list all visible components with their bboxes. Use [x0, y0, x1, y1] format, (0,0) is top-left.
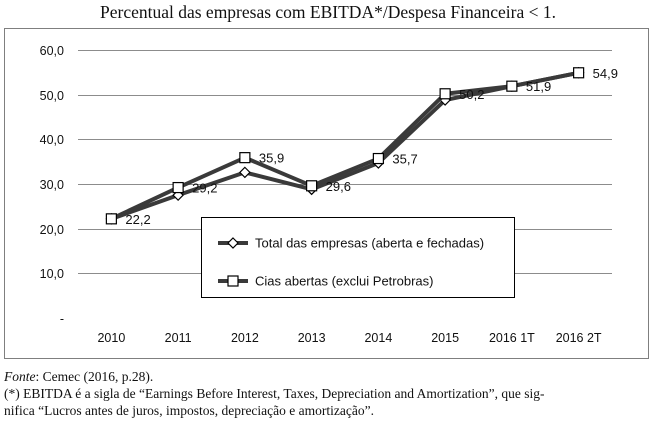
- footnote-line-1: (*) EBITDA é a sigla de “Earnings Before…: [4, 386, 545, 401]
- square-marker: [172, 181, 184, 194]
- y-axis-ticks: - 10,0 20,0 30,0 40,0 50,0 60,0: [40, 44, 64, 326]
- diamond-marker: [227, 237, 239, 249]
- square-marker: [573, 67, 585, 79]
- series-group: [105, 66, 585, 225]
- x-tick-label: 2016 2T: [556, 331, 602, 345]
- chart-frame: [4, 28, 649, 359]
- data-label: 35,7: [392, 152, 417, 167]
- x-tick-label: 2011: [165, 331, 192, 345]
- source-line: Fonte: Cemec (2016, p.28).: [4, 368, 654, 385]
- x-tick-label: 2013: [298, 331, 326, 345]
- square-marker: [239, 152, 251, 164]
- y-tick-label: 60,0: [40, 44, 64, 58]
- square-marker: [227, 275, 239, 287]
- legend-entry-2: Cias abertas (exclui Petrobras): [255, 274, 433, 289]
- legend: Total das empresas (aberta e fechadas) Ci…: [201, 217, 515, 298]
- y-tick-label: 50,0: [40, 89, 64, 103]
- x-tick-label: 2014: [364, 331, 392, 345]
- data-label: 29,2: [192, 181, 217, 196]
- data-label: 50,2: [459, 87, 484, 102]
- square-marker: [105, 213, 117, 225]
- x-tick-label: 2012: [231, 331, 259, 345]
- series-2: [105, 67, 585, 225]
- line-chart: -10,020,030,040,050,060,0 2010 2011 2012 20…: [4, 28, 649, 359]
- series-line: [110, 70, 580, 221]
- data-label: 35,9: [259, 151, 284, 166]
- diamond-marker: [239, 166, 251, 179]
- y-tick-label: 20,0: [40, 223, 64, 237]
- data-label: 54,9: [593, 66, 618, 81]
- x-tick-label: 2016 1T: [489, 331, 535, 345]
- legend-entry-1: Total das empresas (aberta e fechadas): [255, 236, 484, 251]
- data-label: 22,2: [125, 212, 150, 227]
- legend-box: [201, 217, 515, 298]
- square-marker: [506, 80, 518, 92]
- square-marker: [372, 152, 384, 165]
- footnote-line-2: nifica “Lucros antes de juros, impostos,…: [4, 403, 374, 418]
- square-marker: [439, 88, 451, 100]
- y-tick-label: 40,0: [40, 133, 64, 147]
- source-label: Fonte: [4, 369, 36, 384]
- square-marker: [306, 180, 318, 192]
- data-label: 29,6: [326, 179, 351, 194]
- y-tick-label: 30,0: [40, 178, 64, 192]
- notes: Fonte: Cemec (2016, p.28). (*) EBITDA é …: [4, 368, 654, 419]
- data-label: 51,9: [526, 79, 551, 94]
- x-axis-ticks: 2010 2011 2012 2013 2014 2015 2016 1T 2016 2T: [97, 331, 601, 345]
- x-tick-label: 2015: [431, 331, 459, 345]
- y-tick-label: 10,0: [40, 267, 64, 281]
- x-tick-label: 2010: [97, 331, 125, 345]
- chart-title: Percentual das empresas com EBITDA*/Desp…: [100, 2, 556, 22]
- data-labels: 22,2 29,2 35,9 29,6 35,7 50,2 51,9 54,9: [125, 66, 618, 227]
- y-tick-label: -: [60, 312, 64, 326]
- source-text: : Cemec (2016, p.28).: [35, 369, 154, 384]
